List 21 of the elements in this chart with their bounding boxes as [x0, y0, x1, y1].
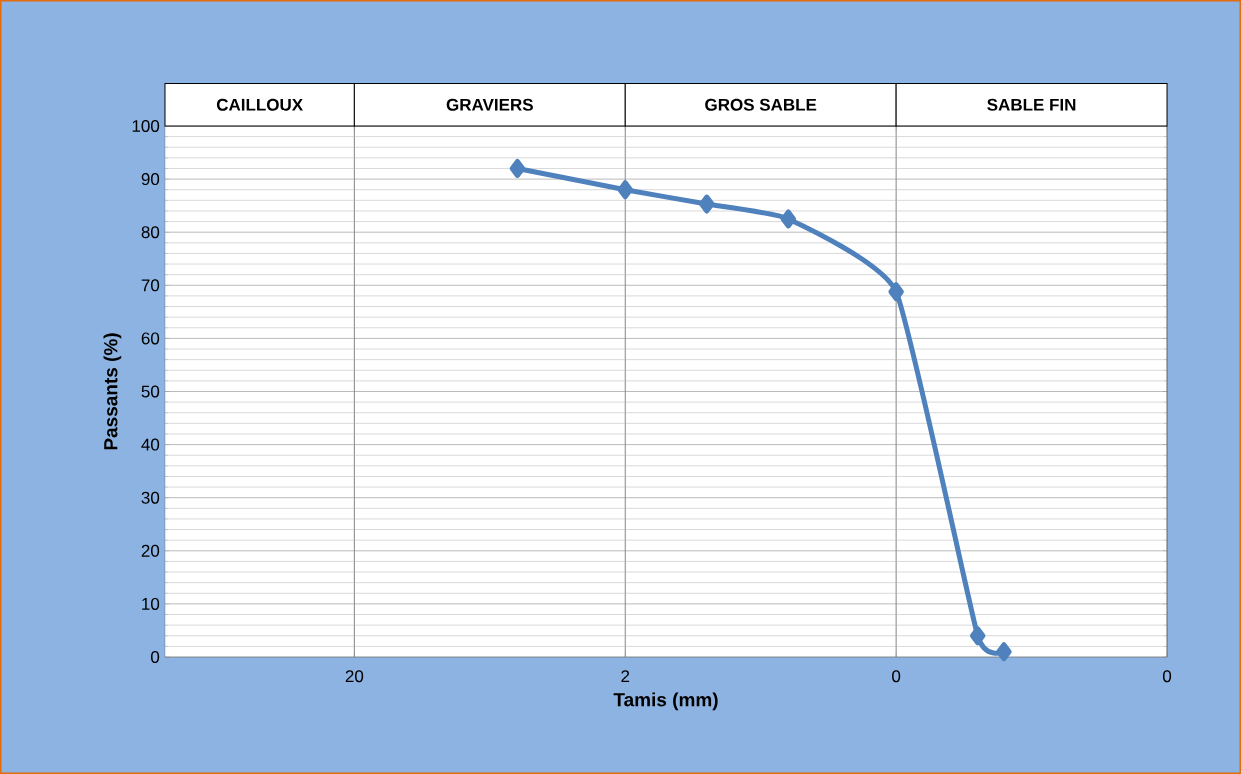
text: SABLE FIN — [987, 98, 1076, 111]
x-tick-label: 20 — [345, 670, 364, 683]
y-tick-label: 100 — [132, 119, 160, 133]
y-tick-label: 0 — [151, 650, 160, 664]
y-tick-label: 30 — [141, 491, 160, 504]
text: GRAVIERS — [446, 98, 533, 111]
text: GROS SABLE — [705, 98, 817, 111]
y-tick-label: 60 — [141, 332, 160, 345]
x-tick-label: 0 — [1162, 670, 1172, 683]
y-tick-label: 90 — [141, 173, 160, 186]
y-tick-label: 10 — [142, 597, 160, 610]
x-axis-title: Tamis (mm) — [613, 692, 718, 711]
y-tick-label: 50 — [141, 385, 160, 398]
y-tick-label: 20 — [141, 544, 160, 557]
y-tick-label: 80 — [141, 226, 160, 239]
x-tick-label: 0 — [892, 670, 901, 683]
text: CAILLOUX — [216, 98, 303, 111]
x-tick-label: 2 — [621, 670, 630, 683]
y-tick-label: 40 — [141, 438, 160, 451]
y-tick-label: 70 — [141, 279, 160, 292]
y-axis-title: Passants (%) — [103, 333, 122, 450]
